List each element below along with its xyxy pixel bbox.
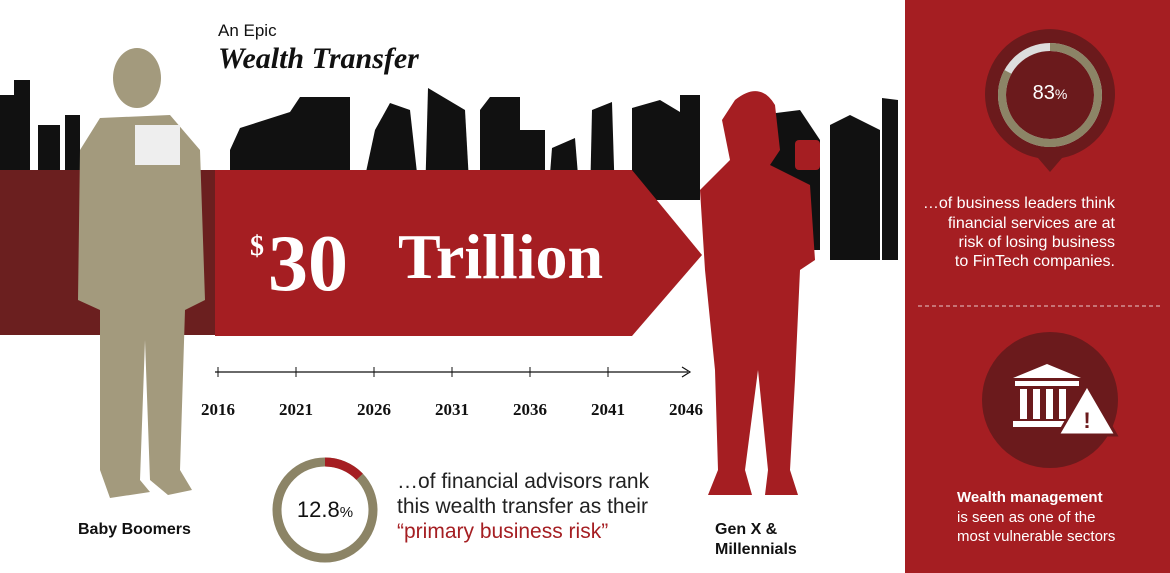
advisors-line: this wealth transfer as their (397, 495, 648, 518)
advisors-highlight: “primary business risk” (397, 520, 608, 543)
banner (215, 170, 702, 336)
advisors-line: …of financial advisors rank (397, 470, 650, 493)
timeline-year: 2031 (435, 400, 469, 419)
timeline-year: 2046 (669, 400, 703, 419)
headline-currency: $ (250, 231, 264, 262)
genx-figure (700, 91, 820, 495)
leaders-line: …of business leaders think (923, 195, 1116, 212)
sector-line: is seen as one of the (957, 509, 1095, 526)
timeline-year: 2016 (201, 400, 235, 419)
paper (135, 125, 180, 165)
headline-amount: 30 (268, 220, 348, 308)
leaders-donut (998, 43, 1102, 147)
leaders-line: risk of losing business (958, 234, 1115, 251)
group-right: Millennials (715, 541, 797, 558)
unit: % (1055, 86, 1067, 102)
timeline-year: 2026 (357, 400, 391, 419)
leaders-value: 83% (1033, 82, 1068, 104)
warning-icon (1055, 382, 1119, 437)
donut-arc (998, 43, 1102, 147)
title-main: Wealth Transfer (218, 42, 419, 75)
leaders-line: to FinTech companies. (955, 253, 1115, 270)
value: 83 (1033, 82, 1055, 104)
timeline-arrow (681, 366, 692, 378)
sector-line: most vulnerable sectors (957, 528, 1115, 545)
timeline: 2016 2021 2026 2031 2036 2041 2046 (201, 366, 703, 419)
timeline-year: 2041 (591, 400, 625, 419)
timeline-year: 2021 (279, 400, 313, 419)
leaders-line: financial services are at (948, 215, 1116, 232)
group-left: Baby Boomers (78, 521, 191, 538)
warning-mark: ! (1083, 408, 1090, 433)
advisors-donut (272, 457, 378, 563)
donut-arc (324, 457, 363, 480)
title-kicker: An Epic (218, 21, 277, 40)
baby-boomer-figure (78, 48, 205, 498)
sector-bold: Wealth management (957, 489, 1103, 506)
unit: % (340, 504, 353, 521)
value: 12.8 (297, 497, 340, 522)
advisors-value: 12.8% (297, 497, 353, 522)
bank-icon (1013, 364, 1081, 427)
timeline-year: 2036 (513, 400, 547, 419)
group-right: Gen X & (715, 521, 778, 538)
headline-unit: Trillion (398, 221, 603, 292)
